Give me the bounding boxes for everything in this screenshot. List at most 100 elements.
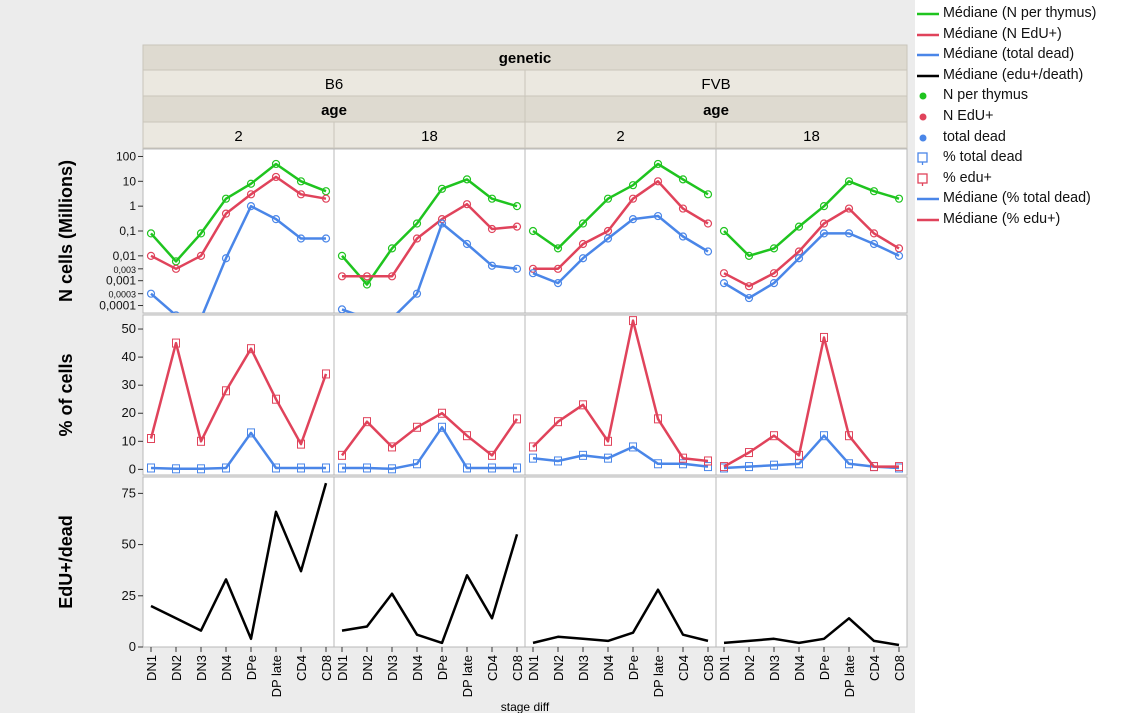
legend-swatch bbox=[917, 12, 939, 16]
legend-label: N EdU+ bbox=[943, 107, 994, 124]
legend-label: total dead bbox=[943, 128, 1006, 145]
n-edu-point bbox=[769, 269, 779, 278]
n-per-thymus-point bbox=[296, 177, 306, 186]
median-pct-edu-line bbox=[149, 341, 328, 446]
y-tick-label: 0,0001 bbox=[99, 299, 136, 313]
legend-item: % edu+ bbox=[913, 169, 1147, 190]
y-tick-label: 0,1 bbox=[119, 224, 136, 238]
legend-label: Médiane (N per thymus) bbox=[943, 5, 1097, 21]
panel-r0-c3 bbox=[715, 148, 908, 314]
age-strip-18 bbox=[715, 121, 908, 149]
n-edu-point bbox=[171, 264, 181, 273]
legend-label: Médiane (total dead) bbox=[943, 46, 1075, 63]
total-dead-point bbox=[246, 202, 256, 211]
median-edu-per-dead-line bbox=[532, 588, 709, 645]
n-edu-point bbox=[146, 251, 156, 260]
legend-dot-swatch bbox=[919, 134, 927, 142]
n-per-thymus-point bbox=[678, 175, 688, 184]
legend-item: N per thymus bbox=[913, 86, 1147, 107]
median-total-dead-line bbox=[150, 204, 326, 313]
n-per-thymus-point bbox=[528, 226, 538, 236]
pct-dead-box bbox=[820, 431, 828, 441]
legend-item: total dead bbox=[913, 128, 1147, 149]
median-edu-per-dead-line bbox=[341, 533, 519, 645]
legend-item: Médiane (N EdU+) bbox=[913, 25, 1147, 46]
x-tick-label: DN2 bbox=[169, 655, 184, 681]
genetic-label-B6: B6 bbox=[325, 76, 343, 93]
pct-edu-box bbox=[363, 417, 371, 427]
age-label-18: 18 bbox=[803, 128, 820, 145]
x-tick-label: DN1 bbox=[717, 655, 732, 681]
y-tick-label: 0 bbox=[129, 639, 136, 654]
n-per-thymus-point bbox=[221, 194, 231, 203]
n-per-thymus-point bbox=[844, 177, 854, 186]
legend-item: Médiane (total dead) bbox=[913, 45, 1147, 66]
total-dead-point bbox=[462, 239, 472, 249]
median-n-edu-line bbox=[150, 175, 327, 271]
n-per-thymus-point bbox=[271, 159, 281, 169]
legend-item: % total dead bbox=[913, 148, 1147, 169]
legend-label: N per thymus bbox=[943, 87, 1029, 104]
x-tick-label: CD8 bbox=[510, 655, 525, 681]
total-dead-point bbox=[744, 293, 754, 303]
total-dead-point bbox=[146, 289, 156, 298]
x-tick-label: DPe bbox=[435, 655, 450, 680]
n-edu-point bbox=[703, 219, 713, 228]
n-edu-point bbox=[271, 172, 281, 182]
pct-edu-box bbox=[388, 442, 396, 452]
n-per-thymus-point bbox=[794, 222, 804, 231]
y-tick-label: 40 bbox=[122, 349, 136, 364]
median-pct-dead-line bbox=[342, 426, 517, 471]
n-edu-point bbox=[221, 209, 231, 218]
legend-box-swatch bbox=[917, 173, 928, 184]
y-tick-label: 30 bbox=[122, 377, 136, 392]
median-pct-edu-line bbox=[723, 336, 899, 468]
y-tick-label: 0 bbox=[129, 461, 136, 476]
x-tick-label: DN4 bbox=[219, 655, 234, 681]
y-tick-label: 50 bbox=[122, 537, 136, 552]
genetic-strip-B6 bbox=[142, 69, 526, 97]
x-tick-label: CD4 bbox=[294, 655, 309, 681]
median-edu-per-dead-line bbox=[723, 617, 900, 647]
y-tick-label: 10 bbox=[123, 174, 137, 188]
n-per-thymus-point bbox=[628, 181, 638, 190]
legend-item: Médiane (% total dead) bbox=[913, 189, 1147, 210]
y-tick-label: 0,003 bbox=[113, 265, 136, 275]
total-dead-point bbox=[719, 278, 729, 288]
x-tick-label: DN2 bbox=[360, 655, 375, 681]
pct-dead-box bbox=[438, 422, 446, 432]
median-n-per-thymus-line bbox=[150, 162, 327, 263]
n-per-thymus-point bbox=[196, 229, 206, 238]
age-strip-2 bbox=[524, 121, 717, 149]
y-tick-label: 20 bbox=[122, 405, 136, 420]
pct-edu-box bbox=[322, 369, 330, 379]
x-tick-label: DN3 bbox=[194, 655, 209, 681]
legend-item: N EdU+ bbox=[913, 107, 1147, 128]
legend-box-swatch bbox=[917, 152, 928, 163]
x-tick-label: DN1 bbox=[526, 655, 541, 681]
x-tick-label: DN4 bbox=[410, 655, 425, 681]
pct-edu-box bbox=[463, 431, 471, 441]
pct-edu-box bbox=[513, 414, 521, 424]
n-edu-point bbox=[678, 204, 688, 213]
x-tick-label: CD8 bbox=[319, 655, 334, 681]
x-tick-label: DPe bbox=[244, 655, 259, 680]
y-tick-label: 100 bbox=[116, 149, 136, 163]
panel-r2-c0 bbox=[142, 476, 335, 648]
y-tick-label: 25 bbox=[122, 588, 136, 603]
median-pct-edu-line bbox=[532, 319, 709, 463]
n-per-thymus-point bbox=[719, 226, 729, 236]
age-label-2: 2 bbox=[616, 128, 624, 145]
n-per-thymus-point bbox=[337, 251, 347, 260]
median-edu-per-dead-line bbox=[150, 482, 328, 641]
n-per-thymus-point bbox=[653, 159, 663, 169]
pct-edu-box bbox=[338, 450, 346, 460]
age-strip-2 bbox=[142, 121, 335, 149]
x-tick-label: DPe bbox=[626, 655, 641, 680]
panel-r2-c3 bbox=[715, 476, 908, 648]
x-tick-label: CD4 bbox=[867, 655, 882, 681]
y-tick-label: 10 bbox=[122, 433, 136, 448]
n-edu-point bbox=[578, 239, 588, 249]
x-tick-label: DN1 bbox=[144, 655, 159, 681]
legend-label: % total dead bbox=[943, 149, 1023, 166]
